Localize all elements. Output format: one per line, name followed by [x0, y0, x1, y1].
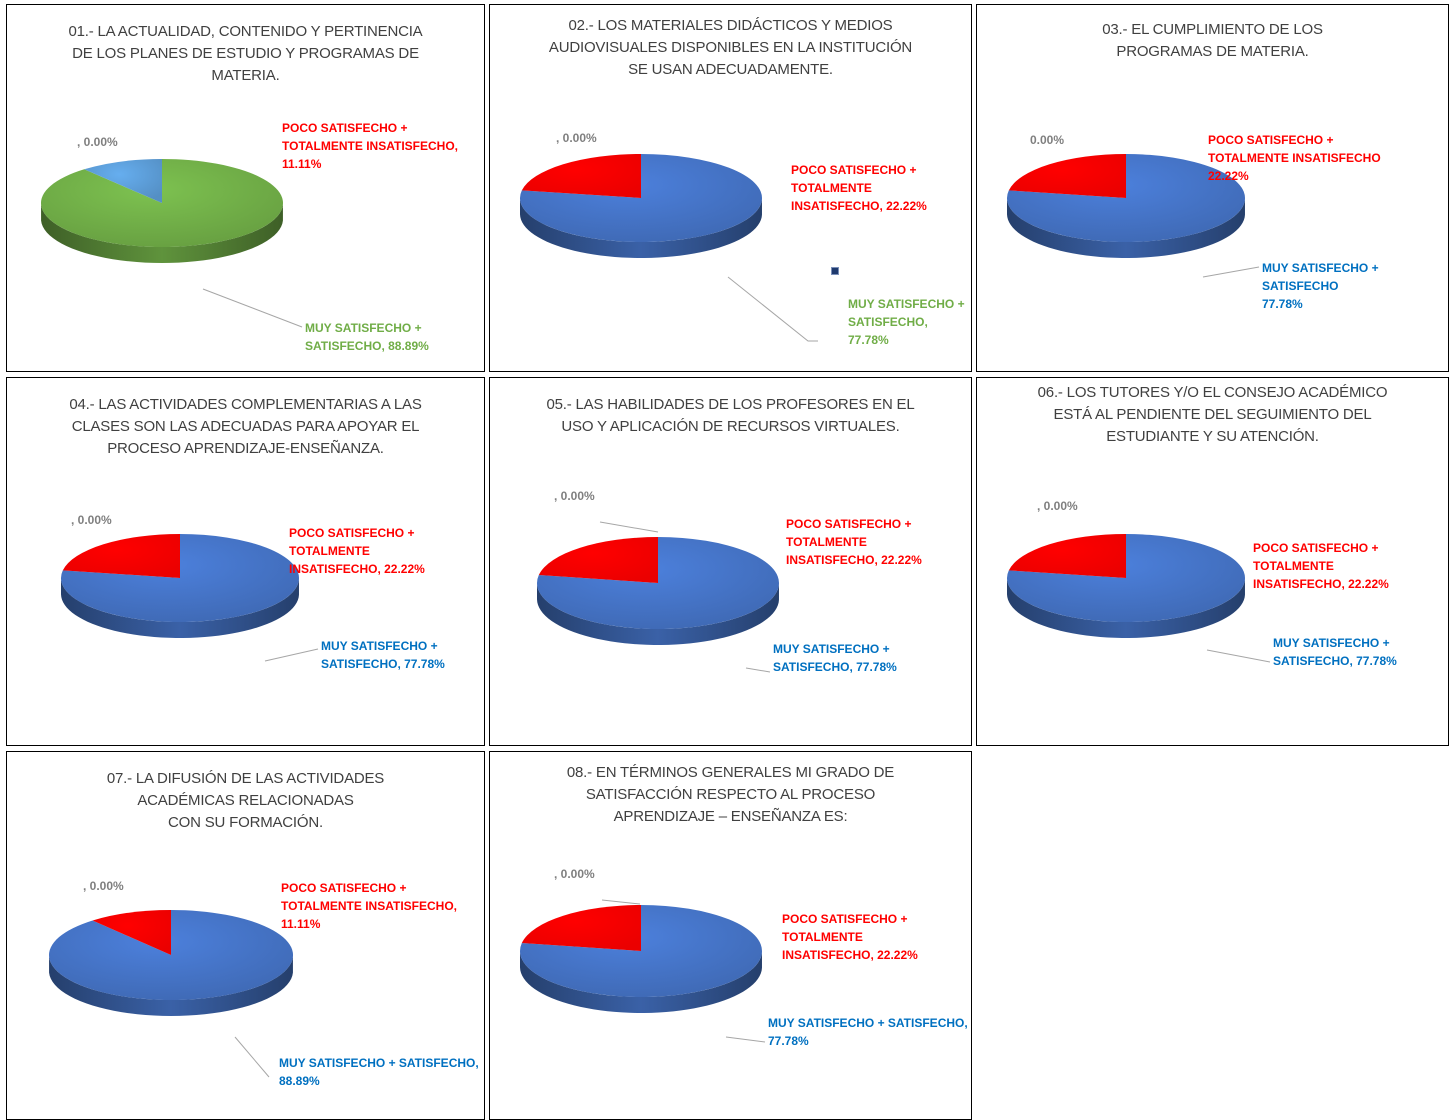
leader-line-3 [202, 288, 303, 328]
data-label-1: , 0.00% [77, 135, 118, 149]
pie-slice-3 [40, 159, 283, 248]
pie-slice-3 [1006, 534, 1245, 622]
pie-slice-2 [84, 159, 162, 203]
chart-title: 08.- EN TÉRMINOS GENERALES MI GRADO DE S… [566, 764, 895, 825]
leader-line-1 [601, 899, 641, 905]
data-label-3: MUY SATISFECHO + SATISFECHO, 88.89% [279, 1056, 479, 1088]
pie-slice-3 [60, 534, 299, 622]
pie-slice-3 [1006, 154, 1245, 242]
pie-slice-side-3 [41, 204, 283, 263]
chart-title: 01.- LA ACTUALIDAD, CONTENIDO Y PERTINEN… [68, 23, 423, 84]
data-label-1: , 0.00% [83, 879, 124, 893]
chart-title: 02.- LOS MATERIALES DIDÁCTICOS Y MEDIOS … [548, 17, 913, 78]
pie-slice-2 [1008, 154, 1126, 198]
pie-chart [537, 521, 780, 673]
leader-line-1 [599, 521, 659, 533]
leader-line-3 [1202, 266, 1260, 278]
leader-line-3 [1206, 649, 1271, 663]
legend-marker [831, 267, 839, 275]
chart-panel-6: 06.- LOS TUTORES Y/O EL CONSEJO ACADÉMIC… [976, 377, 1449, 746]
pie-slice-3 [520, 905, 763, 997]
chart-title: 06.- LOS TUTORES Y/O EL CONSEJO ACADÉMIC… [1037, 384, 1388, 445]
chart-title: 04.- LAS ACTIVIDADES COMPLEMENTARIAS A L… [69, 396, 422, 457]
data-label-2: POCO SATISFECHO + TOTALMENTE INSATISFECH… [289, 526, 425, 576]
data-label-3: MUY SATISFECHO + SATISFECHO, 77.78% [1273, 636, 1397, 668]
data-label-1: , 0.00% [71, 513, 112, 527]
pie-slice-2 [62, 534, 181, 578]
data-label-3: MUY SATISFECHO + SATISFECHO, 77.78% [321, 639, 445, 671]
data-label-3: MUY SATISFECHO + SATISFECHO, 77.78% [848, 297, 965, 347]
chart-panel-2: 02.- LOS MATERIALES DIDÁCTICOS Y MEDIOS … [489, 4, 972, 372]
pie-slice-2 [92, 910, 171, 955]
chart-title: 03.- EL CUMPLIMIENTO DE LOS PROGRAMAS DE… [1102, 21, 1323, 60]
chart-title: 05.- LAS HABILIDADES DE LOS PROFESORES E… [546, 396, 915, 435]
data-label-3: MUY SATISFECHO + SATISFECHO 77.78% [1262, 261, 1379, 311]
data-label-3: MUY SATISFECHO + SATISFECHO, 77.78% [768, 1016, 968, 1048]
data-label-3: MUY SATISFECHO + SATISFECHO, 77.78% [773, 642, 897, 674]
pie-slice-side-3 [1007, 578, 1245, 638]
data-label-1: , 0.00% [1037, 499, 1078, 513]
data-label-3: MUY SATISFECHO + SATISFECHO, 88.89% [305, 321, 429, 353]
pie-slice-3 [537, 537, 780, 629]
pie-slice-2 [1008, 534, 1126, 578]
chart-panel-5: 05.- LAS HABILIDADES DE LOS PROFESORES E… [489, 377, 972, 746]
pie-slice-side-3 [61, 578, 299, 638]
data-label-1: 0.00% [1030, 133, 1065, 147]
data-label-1: , 0.00% [554, 867, 595, 881]
chart-title: 07.- LA DIFUSIÓN DE LAS ACTIVIDADES ACAD… [106, 770, 385, 831]
data-label-2: POCO SATISFECHO + TOTALMENTE INSATISFECH… [782, 912, 918, 962]
pie-chart [520, 899, 766, 1043]
data-label-2: POCO SATISFECHO + TOTALMENTE INSATISFECH… [791, 163, 927, 213]
pie-slice-side-3 [49, 956, 293, 1016]
leader-line-3 [725, 1036, 766, 1043]
data-label-1: , 0.00% [556, 131, 597, 145]
pie-slice-side-3 [1007, 198, 1245, 258]
chart-panel-1: 01.- LA ACTUALIDAD, CONTENIDO Y PERTINEN… [6, 4, 485, 372]
data-label-2: POCO SATISFECHO + TOTALMENTE INSATISFECH… [786, 517, 922, 567]
pie-slice-3 [49, 910, 294, 1000]
pie-chart [519, 153, 818, 342]
chart-panel-3: 03.- EL CUMPLIMIENTO DE LOS PROGRAMAS DE… [976, 4, 1449, 372]
data-label-2: POCO SATISFECHO + TOTALMENTE INSATISFECH… [282, 121, 458, 171]
leader-line-3 [727, 276, 818, 342]
pie-slice-2 [538, 537, 658, 583]
pie-chart [49, 910, 294, 1078]
data-label-2: POCO SATISFECHO + TOTALMENTE INSATISFECH… [1208, 133, 1381, 183]
pie-chart [40, 159, 303, 328]
pie-chart [1006, 534, 1271, 663]
pie-slice-2 [521, 905, 641, 951]
pie-slice-side-3 [537, 583, 779, 645]
leader-line-3 [745, 667, 771, 673]
leader-line-3 [234, 1036, 270, 1078]
data-label-2: POCO SATISFECHO + TOTALMENTE INSATISFECH… [1253, 541, 1389, 591]
data-label-1: , 0.00% [554, 489, 595, 503]
pie-slice-side-3 [520, 198, 762, 258]
chart-panel-4: 04.- LAS ACTIVIDADES COMPLEMENTARIAS A L… [6, 377, 485, 746]
pie-slice-3 [519, 154, 762, 242]
pie-chart [60, 534, 319, 662]
leader-line-3 [264, 648, 319, 662]
pie-slice-2 [521, 153, 641, 198]
pie-chart [1006, 154, 1260, 278]
data-label-2: POCO SATISFECHO + TOTALMENTE INSATISFECH… [281, 881, 457, 931]
chart-panel-7: 07.- LA DIFUSIÓN DE LAS ACTIVIDADES ACAD… [6, 751, 485, 1120]
pie-slice-side-3 [520, 951, 762, 1013]
chart-panel-8: 08.- EN TÉRMINOS GENERALES MI GRADO DE S… [489, 751, 972, 1120]
